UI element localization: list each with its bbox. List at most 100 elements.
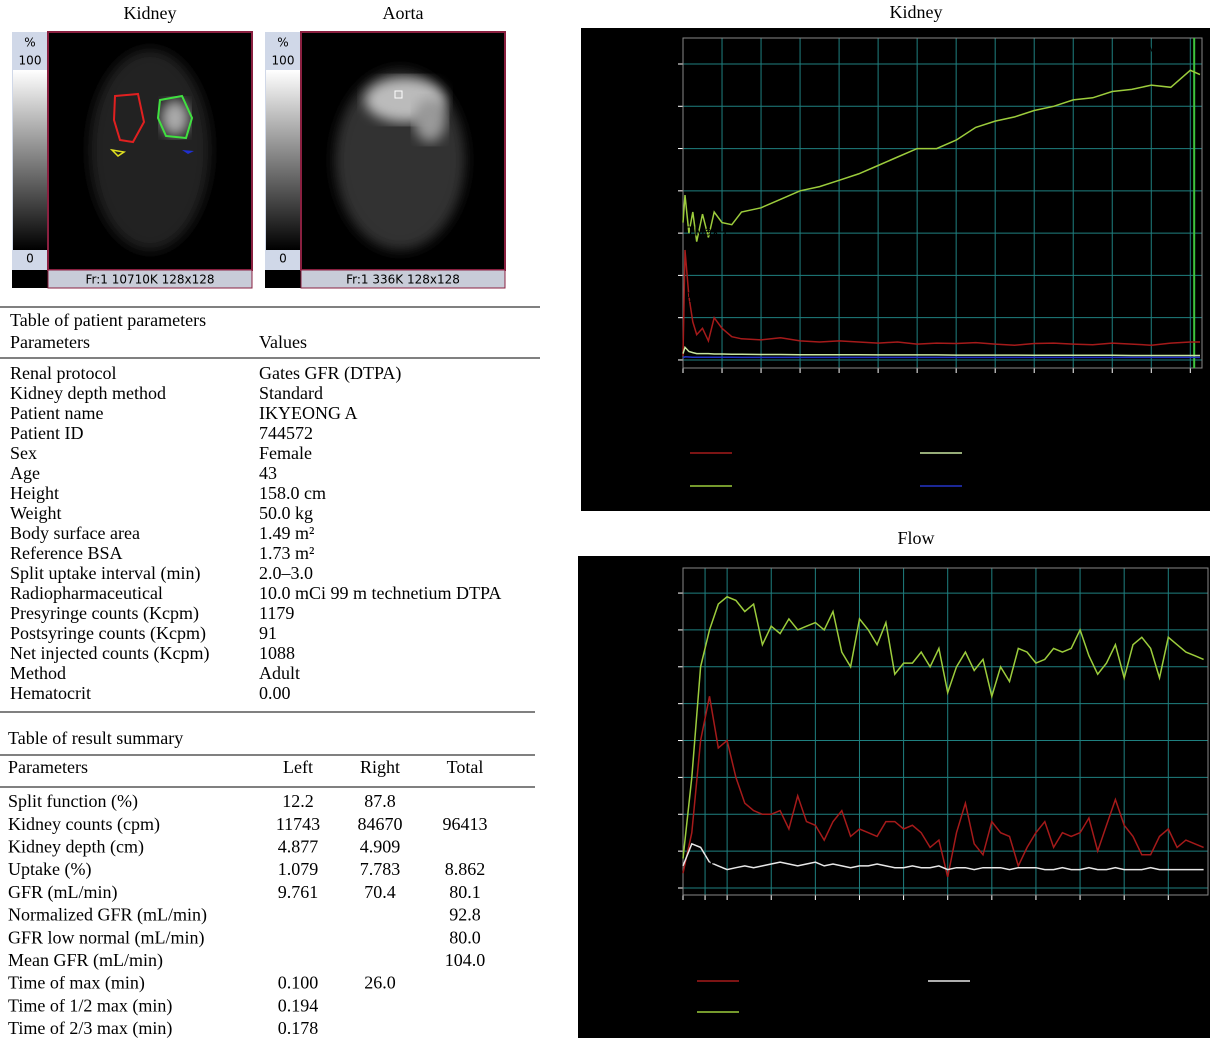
cell-value: 8.862 — [445, 859, 486, 879]
x-tick-label: 20 — [762, 903, 780, 923]
caption-bar — [300, 269, 506, 289]
y-tick-label: 600 — [646, 221, 673, 241]
y-axis-label: (counts/s) — [596, 168, 617, 239]
series-line — [682, 356, 1200, 359]
annotation: Start — [685, 858, 715, 872]
cell-value: 92.8 — [449, 905, 481, 925]
x-tick-label: 16 — [986, 376, 1004, 396]
annotation: 2/3-L — [687, 192, 718, 206]
row-label: GFR (mL/min) — [8, 882, 118, 903]
row-value: 1.49 m² — [259, 523, 314, 543]
kidney-glow — [161, 100, 189, 136]
x-tick-label: 0 — [679, 376, 688, 396]
roi-bg-left — [109, 148, 126, 157]
x-tick-label: 24 — [1142, 376, 1160, 396]
x-tick-label: 10 — [869, 376, 887, 396]
cell-value: 26.0 — [364, 973, 396, 993]
x-tick-label: 14 — [947, 376, 965, 396]
row-label: Presyringe counts (Kcpm) — [10, 603, 199, 624]
annotation: ½-L — [687, 291, 710, 305]
plot-frame — [682, 567, 1209, 896]
row-value: Female — [259, 443, 312, 463]
x-axis-label: (min) — [923, 407, 963, 428]
series-line — [682, 595, 1204, 859]
legend-label: Left kidney — [747, 969, 830, 989]
row-value: 158.0 cm — [259, 483, 326, 503]
row-value: 744572 — [259, 423, 313, 443]
row-label: Sex — [10, 443, 37, 463]
chart-title: Kidney — [890, 2, 943, 22]
y-tick-label: 800 — [646, 581, 673, 601]
x-tick-label: 50 — [895, 903, 913, 923]
x-tick-label: 5 — [701, 903, 710, 923]
cell-value: 0.178 — [278, 1018, 319, 1038]
cell-value: 0.194 — [278, 995, 319, 1015]
row-label: Age — [10, 463, 40, 483]
x-tick-label: 4 — [757, 376, 766, 396]
x-tick-label: 26 — [1181, 376, 1199, 396]
column-header: Parameters — [8, 757, 88, 777]
row-value: 10.0 mCi 99 m technetium DTPA — [259, 583, 501, 603]
organ-glow — [414, 98, 446, 142]
roi-bg-right — [182, 150, 194, 154]
chart-panel — [581, 28, 1210, 511]
cell-value: 9.761 — [278, 882, 319, 902]
row-label: Time of 1/2 max (min) — [8, 995, 172, 1016]
roi-aorta — [394, 90, 403, 99]
cell-value: 7.783 — [360, 859, 401, 879]
scale-max: 100 — [19, 54, 42, 68]
scale-max: 100 — [272, 54, 295, 68]
cell-value: 80.0 — [449, 927, 481, 947]
x-tick-label: 0 — [679, 903, 688, 923]
x-tick-label: 90 — [1071, 903, 1089, 923]
row-label: Split function (%) — [8, 791, 138, 812]
cell-value: 70.4 — [364, 882, 396, 902]
y-tick-label: 1400 — [637, 52, 673, 72]
row-value: 50.0 kg — [259, 503, 313, 523]
swatch — [12, 270, 48, 288]
column-header: Parameters — [10, 332, 90, 352]
row-label: Hematocrit — [10, 683, 91, 703]
row-value: Gates GFR (DTPA) — [259, 363, 401, 384]
scale-min: 0 — [279, 252, 287, 266]
image-title: Aorta — [383, 3, 424, 23]
x-axis-label: (s) — [936, 934, 955, 955]
cell-value: 96413 — [443, 814, 488, 834]
column-header: Total — [447, 757, 484, 777]
y-tick-label: 600 — [646, 655, 673, 675]
cell-value: 12.2 — [282, 791, 314, 811]
aorta-image — [265, 31, 506, 289]
y-tick-label: 100 — [646, 839, 673, 859]
series-line — [682, 69, 1201, 242]
cell-value: 0.100 — [278, 973, 319, 993]
series-line — [682, 249, 1200, 356]
gray-scale — [13, 70, 47, 250]
row-label: GFR low normal (mL/min) — [8, 927, 205, 948]
gray-scale — [266, 70, 300, 250]
image-title: Kidney — [124, 3, 177, 23]
swatch — [265, 270, 301, 288]
x-tick-label: 100 — [1111, 903, 1138, 923]
cell-value: 4.909 — [360, 837, 401, 857]
row-label: Mean GFR (mL/min) — [8, 950, 163, 971]
x-tick-label: 12 — [908, 376, 926, 396]
y-tick-label: 0 — [664, 348, 673, 368]
body-glow — [90, 50, 210, 250]
row-label: Radiopharmaceutical — [10, 583, 163, 603]
scale-min: 0 — [26, 252, 34, 266]
image-caption: Fr:1 10710K 128x128 — [85, 273, 214, 287]
cell-value: 84670 — [358, 814, 403, 834]
column-header: Left — [283, 757, 313, 777]
cell-value: 80.1 — [449, 882, 481, 902]
series-line — [682, 696, 1204, 878]
row-label: Patient ID — [10, 423, 84, 443]
roi-right — [156, 94, 194, 140]
x-tick-label: 80 — [1027, 903, 1045, 923]
row-value: IKYEONG A — [259, 403, 358, 423]
legend-label: Right kidney — [747, 1000, 841, 1020]
x-tick-label: 70 — [983, 903, 1001, 923]
legend-label: Right kidney — [740, 474, 834, 494]
row-label: Time of max (min) — [8, 973, 145, 994]
scale-unit: % — [277, 36, 288, 50]
